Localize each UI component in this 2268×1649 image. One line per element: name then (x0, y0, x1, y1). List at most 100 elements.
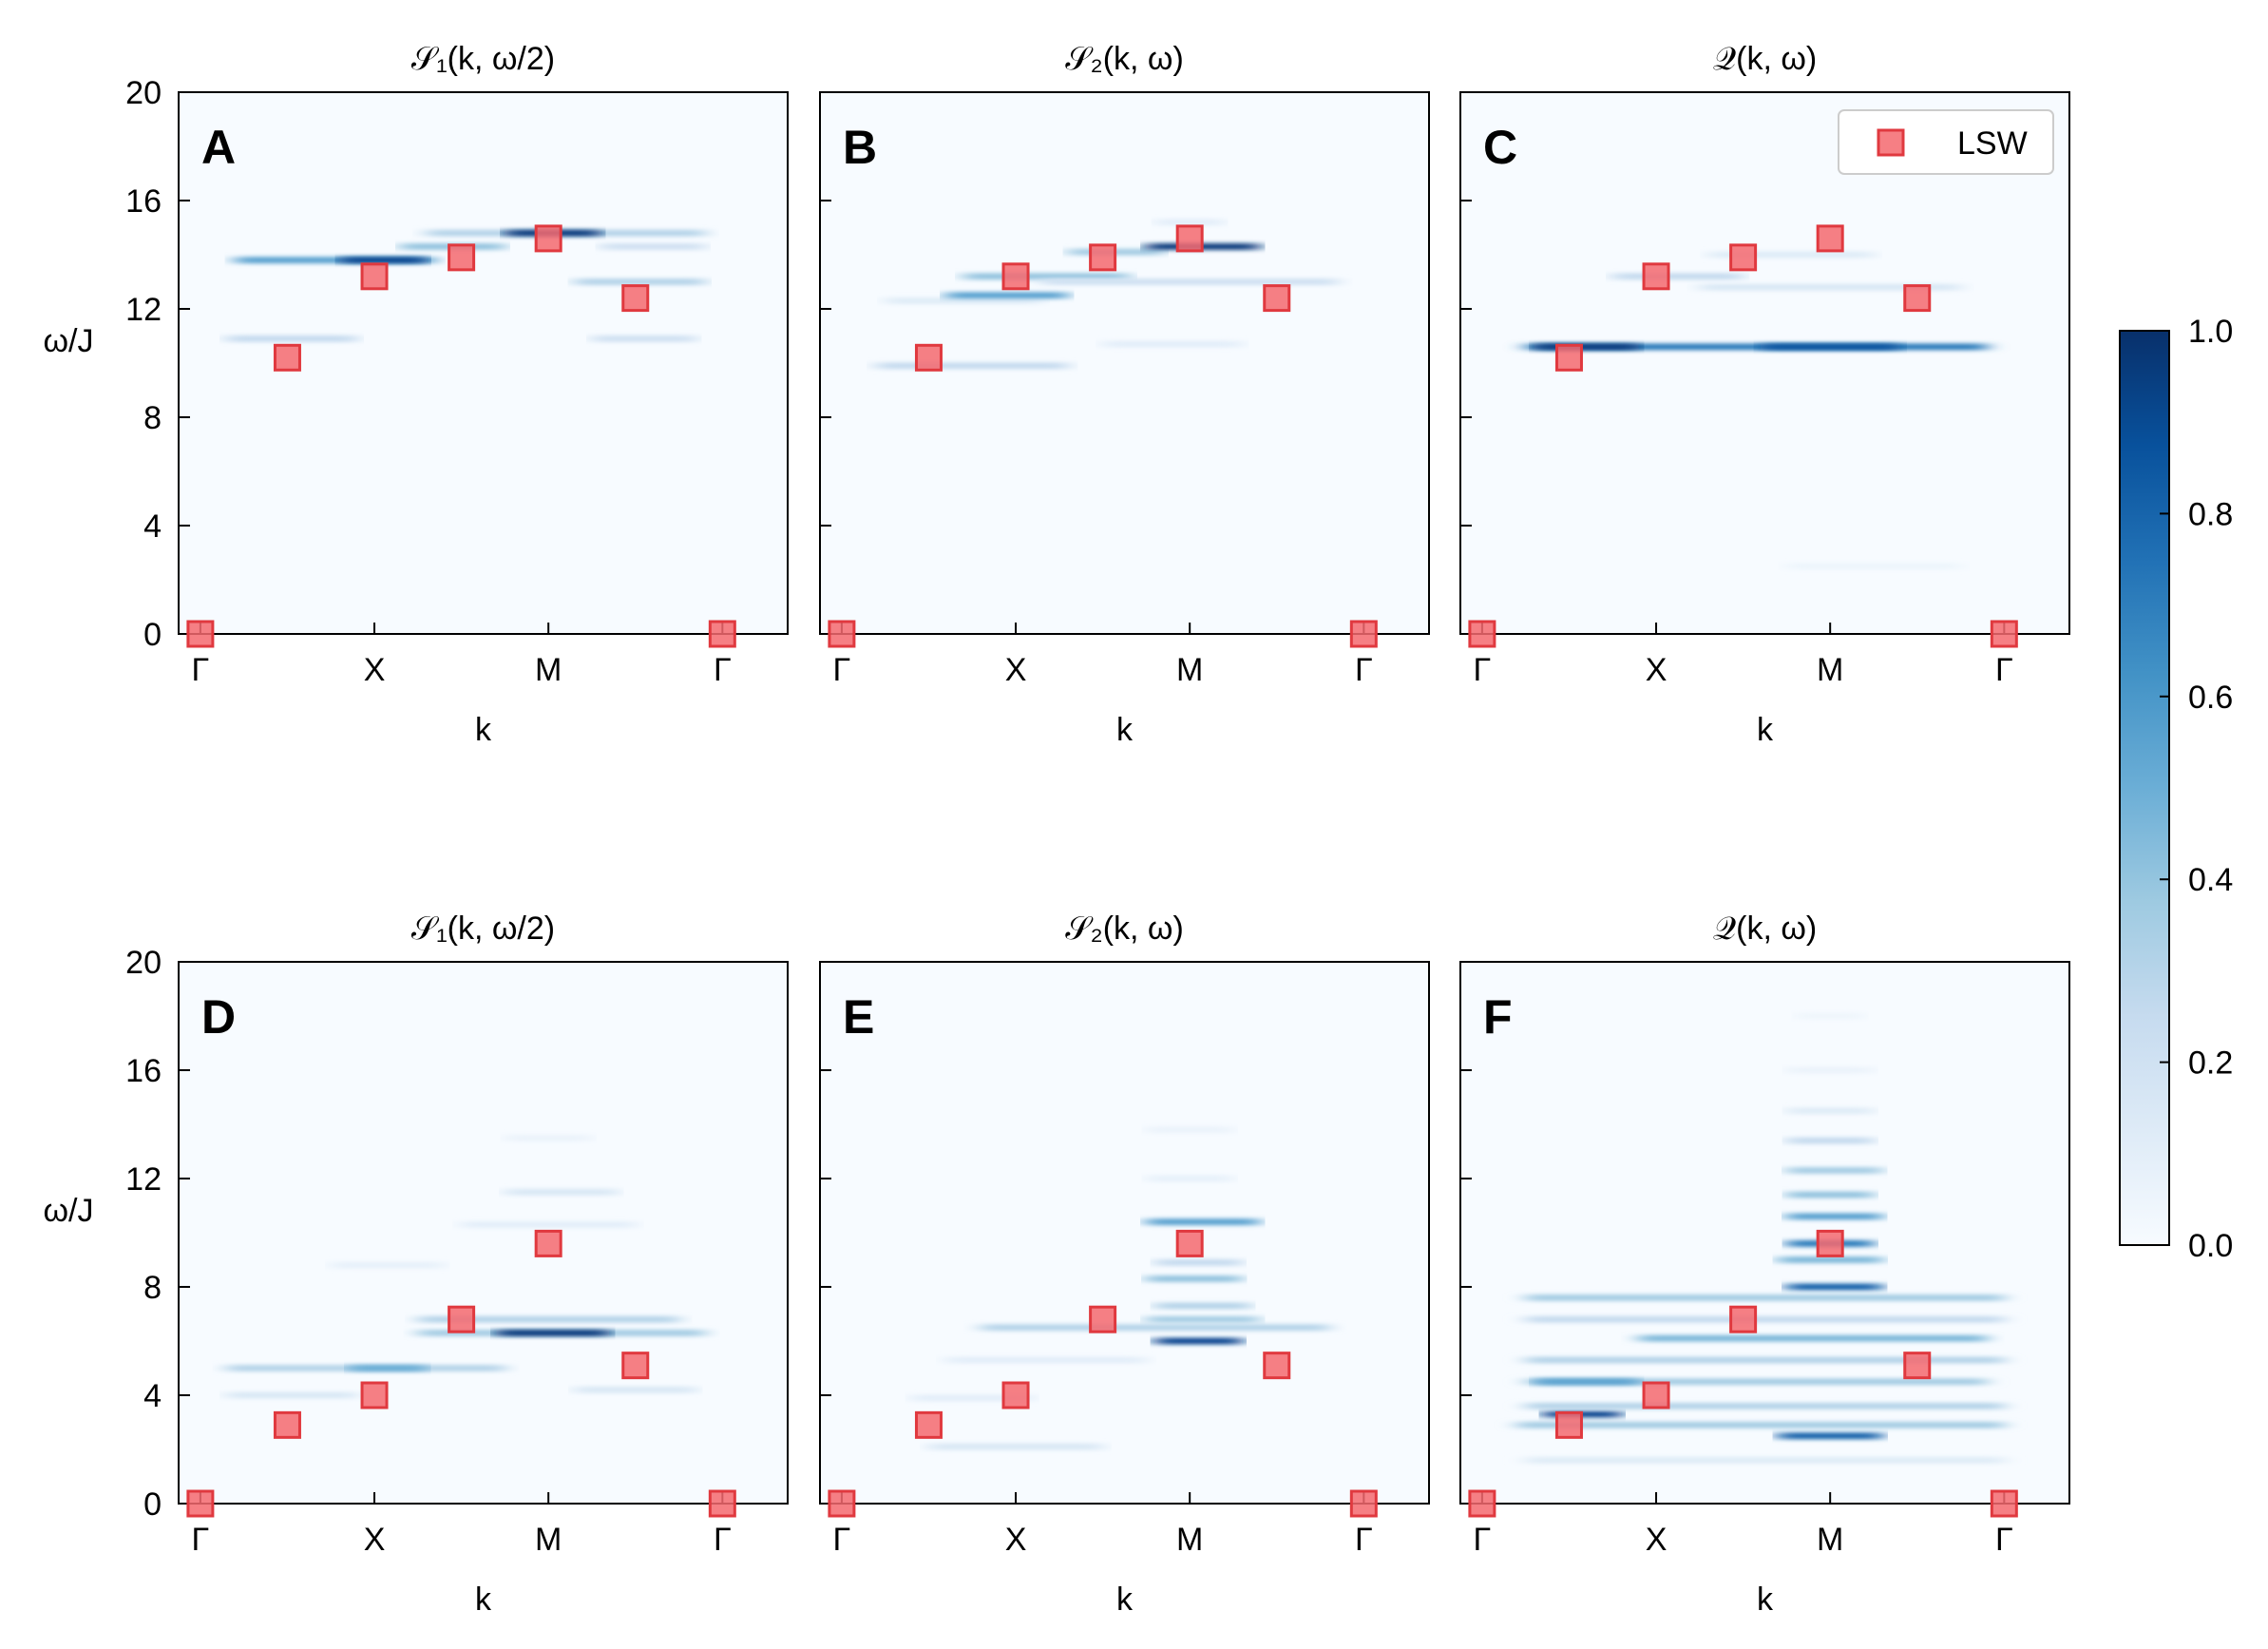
legend-marker (1877, 128, 1905, 157)
panel-title: 𝒮₂(k, ω) (1065, 41, 1184, 77)
panel-letter: B (843, 121, 877, 174)
panel-letter: E (843, 990, 874, 1044)
lsw-markers (1468, 224, 2018, 648)
lsw-marker (186, 1489, 215, 1518)
x-tick-label: M (1817, 652, 1843, 688)
heatmap-band (1102, 340, 1243, 348)
colorbar-tick-label: 0.8 (2188, 496, 2233, 532)
heatmap-band (461, 1220, 636, 1228)
heatmap-band (1154, 1258, 1243, 1266)
heatmap-band (963, 273, 1130, 280)
lsw-marker (1642, 1381, 1670, 1409)
heatmap-band (1638, 1334, 1988, 1342)
heatmap-band (1786, 1137, 1874, 1144)
lsw-marker (1903, 1352, 1932, 1380)
lsw-marker (621, 284, 650, 313)
panel-letter: C (1483, 121, 1517, 174)
heatmap-band (911, 1394, 1034, 1402)
heatmap-band (496, 1329, 610, 1336)
lsw-marker (1729, 1305, 1758, 1333)
plot-background (179, 962, 788, 1504)
lsw-marker (1349, 620, 1378, 648)
lsw-marker (1001, 1381, 1030, 1409)
panel-a: 0 4 8 12 16 20 Γ X M Γk ω/J 𝒮₁(k, ω/2) A (44, 41, 789, 748)
heatmap-band (1778, 1256, 1883, 1263)
panel-title: 𝒬(k, ω) (1713, 41, 1818, 77)
heatmap-band (1146, 1126, 1233, 1134)
lsw-marker (448, 1305, 476, 1333)
lsw-marker (1990, 620, 2018, 648)
lsw-marker (1263, 284, 1291, 313)
lsw-marker (186, 620, 215, 648)
y-tick-label: 20 (125, 945, 162, 981)
lsw-marker (1468, 620, 1496, 648)
heatmap-band (505, 1134, 592, 1141)
lsw-marker (1729, 243, 1758, 272)
colorbar-tick-label: 1.0 (2188, 314, 2233, 350)
lsw-marker (708, 620, 736, 648)
y-axis-label: ω/J (44, 323, 94, 359)
heatmap-band (1786, 1191, 1874, 1198)
heatmap-bands (226, 1134, 706, 1399)
colorbar: 0.0 0.2 0.4 0.6 0.8 1.0 (2119, 314, 2233, 1264)
lsw-marker (708, 1489, 736, 1518)
x-tick-label: M (1176, 1522, 1203, 1558)
heatmap-band (1525, 1456, 2005, 1464)
x-tick-label: Γ (192, 652, 210, 688)
lsw-marker (360, 262, 389, 291)
heatmap-band (945, 292, 1068, 299)
panel-c: Γ X M Γk 𝒬(k, ω) C LSW (1459, 41, 2070, 748)
heatmap-band (600, 242, 706, 250)
x-axis-label: k (475, 1582, 492, 1618)
heatmap-bands (911, 1126, 1329, 1450)
panel-letter: A (201, 121, 236, 174)
lsw-markers (186, 1229, 736, 1518)
lsw-marker (1468, 1489, 1496, 1518)
x-tick-label: X (364, 652, 386, 688)
y-tick-label: 4 (143, 1378, 162, 1414)
heatmap-band (1525, 1378, 1988, 1386)
lsw-marker (273, 343, 301, 372)
lsw-marker (1816, 224, 1844, 253)
x-axis-label: k (1757, 1582, 1774, 1618)
lsw-markers (186, 224, 736, 648)
panel-title: 𝒬(k, ω) (1713, 911, 1818, 947)
lsw-marker (1175, 224, 1204, 253)
lsw-marker (1175, 1229, 1204, 1257)
lsw-marker (1554, 1410, 1583, 1439)
lsw-marker (914, 1410, 943, 1439)
x-tick-label: Γ (833, 1522, 851, 1558)
lsw-marker (448, 243, 476, 272)
plot-frame (1459, 961, 2070, 1505)
heatmap-band (1154, 1337, 1243, 1345)
plot-frame (819, 91, 1430, 635)
heatmap-band (1612, 273, 1744, 280)
heatmap-band (1534, 343, 1639, 351)
x-tick-label: Γ (1355, 652, 1373, 688)
plot-frame (178, 91, 789, 635)
heatmap-band (1525, 1315, 2005, 1323)
heatmap-band (1795, 1012, 1865, 1020)
lsw-marker (1990, 1489, 2018, 1518)
panel-e: Γ X M Γk 𝒮₂(k, ω) E (819, 911, 1430, 1618)
x-tick-label: M (1817, 1522, 1843, 1558)
lsw-marker (360, 1381, 389, 1409)
x-tick-label: Γ (714, 1522, 732, 1558)
panel-b: Γ X M Γk 𝒮₂(k, ω) B (819, 41, 1430, 748)
x-tick-label: Γ (1474, 1522, 1492, 1558)
heatmap-band (574, 1386, 696, 1393)
panel-d: 0 4 8 12 16 20 Γ X M Γk ω/J 𝒮₁(k, ω/2) D (44, 911, 789, 1618)
x-axis-label: k (1116, 712, 1134, 748)
plot-frame (1459, 91, 2070, 635)
heatmap-band (417, 1315, 679, 1323)
heatmap-band (981, 1324, 1329, 1332)
heatmap-band (348, 1365, 427, 1371)
x-tick-label: Γ (714, 652, 732, 688)
heatmap-bands (1525, 251, 1988, 570)
y-tick-label: 12 (125, 292, 162, 328)
heatmap-band (1760, 343, 1900, 351)
x-tick-label: X (1646, 652, 1668, 688)
y-tick-label: 0 (143, 617, 162, 653)
plot-background (179, 92, 788, 634)
x-tick-label: X (364, 1522, 386, 1558)
